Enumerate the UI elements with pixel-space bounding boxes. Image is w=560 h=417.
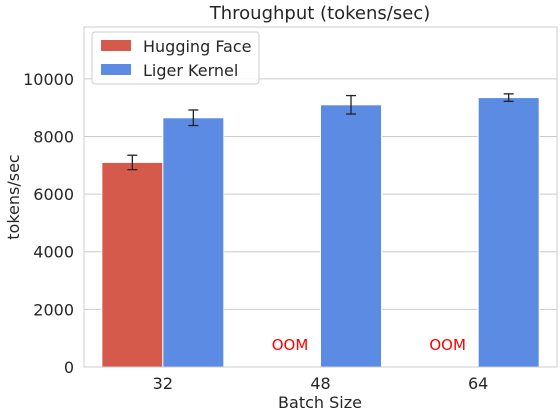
- x-axis-ticks: 32 48 64: [153, 374, 489, 393]
- y-tick-label: 2000: [33, 300, 74, 319]
- y-tick-label: 8000: [33, 127, 74, 146]
- legend-swatch: [101, 40, 131, 51]
- y-tick-label: 6000: [33, 185, 74, 204]
- bars: [101, 97, 540, 368]
- error-bar: [188, 109, 199, 127]
- bar: [477, 97, 540, 368]
- bar: [101, 161, 164, 368]
- y-tick-label: 4000: [33, 243, 74, 262]
- error-bar: [503, 93, 514, 102]
- chart-title: Throughput (tokens/sec): [209, 3, 430, 24]
- error-bars: [127, 93, 514, 171]
- bar: [320, 104, 382, 368]
- oom-annotations: OOM OOM: [272, 336, 466, 354]
- legend-box: [91, 31, 260, 85]
- y-axis-label: tokens/sec: [4, 154, 23, 239]
- error-bar: [346, 94, 356, 115]
- legend: Hugging Face Liger Kernel: [91, 31, 260, 85]
- bar: [162, 117, 225, 368]
- x-axis-label: Batch Size: [278, 393, 362, 412]
- x-tick-label: 64: [468, 374, 488, 393]
- y-tick-label: 10000: [23, 70, 74, 89]
- legend-swatch: [101, 64, 131, 75]
- error-bar: [127, 154, 138, 171]
- x-tick-label: 32: [153, 374, 173, 393]
- x-tick-label: 48: [310, 374, 330, 393]
- plot-frame: [83, 26, 558, 368]
- y-tick-label: 0: [64, 358, 74, 377]
- legend-label: Liger Kernel: [143, 61, 238, 80]
- oom-label: OOM: [272, 336, 309, 354]
- y-axis-ticks: 0 2000 4000 6000 8000 10000: [23, 70, 74, 377]
- legend-label: Hugging Face: [143, 37, 252, 56]
- oom-label: OOM: [429, 336, 466, 354]
